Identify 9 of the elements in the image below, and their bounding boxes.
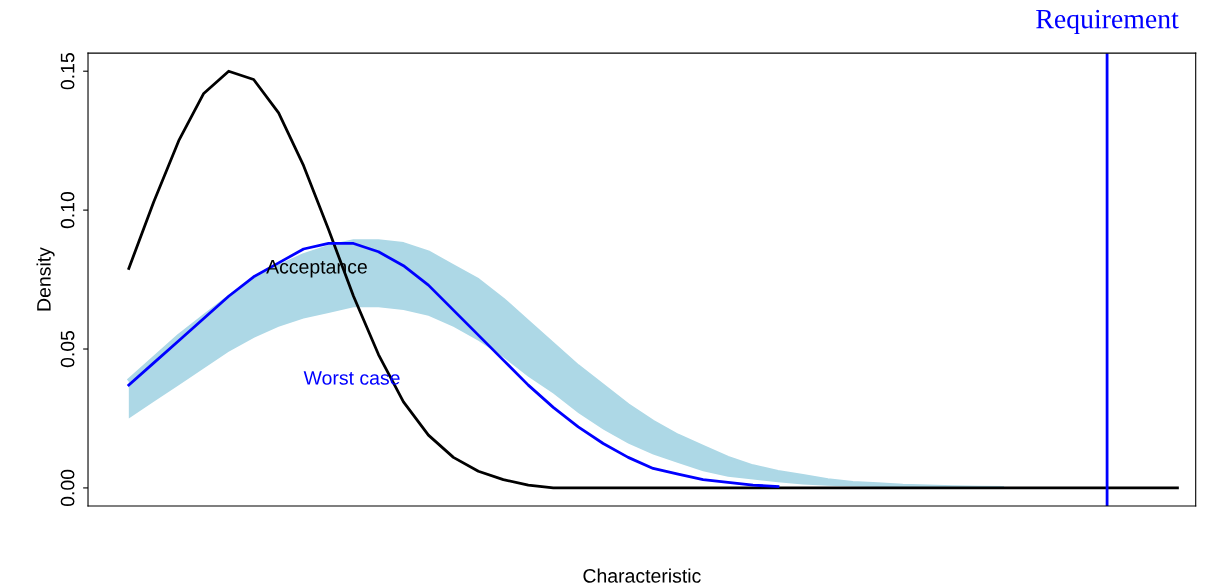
y-tick-label: 0.10: [60, 191, 75, 229]
line-series: [127, 242, 780, 488]
line-series: [127, 69, 1179, 490]
x-axis-title: Characteristic: [583, 568, 701, 583]
y-axis-title: Density: [36, 247, 55, 311]
y-tick-label: 0.05: [60, 330, 75, 368]
y-tick-label: 0.00: [60, 469, 75, 507]
y-tick-label: 0.15: [60, 53, 75, 90]
text: Requirement: [1036, 9, 1179, 35]
